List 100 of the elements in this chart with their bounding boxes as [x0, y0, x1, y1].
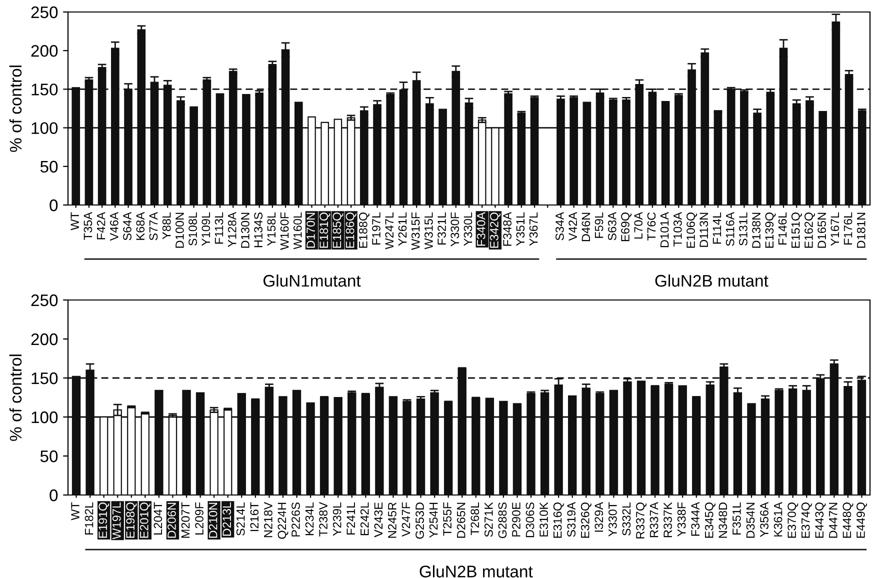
x-tick-label: F351L	[732, 502, 741, 534]
x-tick-label: WT	[70, 212, 79, 230]
x-tick-label: T255F	[443, 502, 452, 536]
y-tick-label: 200	[31, 45, 58, 57]
y-tick-label: 50	[40, 450, 58, 462]
x-tick-label: E345Q	[704, 502, 716, 538]
x-tick-label: G288S	[498, 502, 507, 538]
x-tick-label: K234L	[305, 502, 314, 536]
x-tick-label: S64A	[123, 212, 132, 240]
x-tick-label: Y367L	[529, 212, 538, 246]
x-tick-label: D113N	[700, 212, 708, 247]
x-tick-label: V247F	[402, 502, 410, 537]
x-tick-label: D100N	[176, 212, 184, 248]
x-tick-label: Y88L	[162, 212, 171, 240]
x-tick-label: R337Q	[636, 502, 647, 538]
x-tick-label: L70A	[634, 212, 643, 239]
x-tick-label: Y167L	[830, 212, 840, 246]
x-tick-label: T238V	[319, 502, 328, 536]
x-tick-label: D447N	[829, 502, 838, 538]
x-tick-label: Y351L	[516, 212, 525, 246]
y-tick-label: 0	[50, 489, 58, 502]
x-tick-label: S271K	[484, 502, 493, 537]
y-axis-title: % of control	[9, 354, 22, 441]
x-tick-label: F176L	[844, 212, 852, 244]
x-tick-label: K361A	[774, 502, 782, 536]
x-tick-label: S116A	[726, 212, 734, 246]
x-tick-label: F340A	[476, 212, 486, 246]
x-tick-label: F321L	[438, 212, 446, 244]
x-tick-label: H134S	[254, 212, 262, 248]
x-tick-label: S108L	[188, 212, 197, 246]
x-tick-label: Y338F	[677, 502, 686, 536]
x-tick-label: Y109L	[202, 212, 210, 246]
y-tick-label: 150	[32, 372, 58, 384]
x-tick-label: E181Q	[320, 212, 330, 248]
x-tick-label: Y356A	[760, 502, 768, 538]
x-tick-label: E186Q	[346, 212, 356, 248]
x-tick-label: N348D	[718, 502, 728, 538]
x-tick-label: E162Q	[804, 212, 815, 248]
x-tick-label: F197L	[372, 212, 380, 244]
x-tick-label: D306S	[526, 502, 534, 538]
x-tick-label: E151Q	[791, 212, 802, 248]
x-tick-label: Q224H	[278, 502, 288, 539]
x-tick-label: E449Q	[856, 502, 868, 538]
x-tick-label: E69Q	[621, 212, 632, 242]
x-tick-label: D46N	[582, 212, 590, 242]
x-tick-label: S319A	[567, 502, 576, 537]
x-tick-label: N245R	[388, 502, 396, 538]
x-tick-label: T76C	[647, 212, 656, 241]
x-tick-label: F114L	[712, 212, 722, 244]
x-tick-label: D210N	[208, 502, 218, 538]
x-tick-label: Y254H	[429, 502, 438, 538]
x-tick-label: M207T	[181, 502, 190, 538]
y-axis-title: % of control	[9, 66, 22, 152]
x-tick-label: F182L	[84, 502, 94, 534]
y-tick-label: 100	[32, 411, 58, 424]
x-tick-label: E191Q	[98, 502, 110, 538]
x-tick-label: V42A	[568, 212, 577, 241]
x-tick-label: P290E	[512, 502, 520, 536]
y-tick-label: 50	[40, 160, 58, 173]
x-tick-label: F348A	[503, 212, 512, 246]
x-tick-label: Y330T	[608, 502, 617, 536]
x-tick-label: S63A	[608, 212, 616, 240]
x-tick-label: S214L	[236, 502, 245, 536]
x-tick-label: E201Q	[140, 502, 150, 538]
x-tick-label: E198Q	[126, 502, 137, 538]
x-tick-label: Y158L	[267, 212, 276, 246]
x-tick-label: T103A	[673, 212, 682, 246]
y-tick-label: 200	[31, 333, 58, 346]
x-tick-label: V46A	[110, 212, 118, 241]
x-tick-label: R337A	[650, 502, 658, 538]
x-tick-label: V243E	[374, 502, 383, 538]
text: GluN1mutant	[263, 274, 361, 287]
x-tick-label: D165N	[818, 212, 826, 248]
x-tick-label: E342Q	[490, 212, 500, 248]
x-tick-label: D130N	[241, 212, 250, 248]
x-tick-label: D354N	[746, 502, 755, 538]
x-tick-label: D206N	[168, 502, 176, 538]
x-tick-label: Y330L	[464, 212, 472, 246]
x-tick-label: W160L	[293, 212, 302, 250]
x-tick-label: E139Q	[765, 212, 776, 248]
x-tick-label: W315L	[424, 212, 433, 250]
x-tick-label: D213L	[222, 502, 232, 536]
x-tick-label: R337K	[664, 502, 672, 538]
x-tick-label: D170N	[306, 212, 315, 248]
x-tick-label: WT	[71, 502, 80, 520]
x-tick-label: D181N	[856, 212, 866, 248]
x-tick-label: Y128A	[228, 212, 236, 248]
x-tick-label: W315F	[411, 212, 420, 250]
x-tick-label: S34A	[556, 212, 564, 240]
x-tick-label: F146L	[778, 212, 787, 244]
x-tick-label: E316Q	[553, 502, 564, 538]
x-tick-label: E106Q	[686, 212, 698, 248]
x-tick-label: W160F	[280, 212, 289, 250]
x-tick-label: E448Q	[842, 502, 854, 538]
x-tick-label: L204T	[154, 502, 162, 534]
y-tick-label: 150	[32, 84, 58, 96]
x-tick-label: Y330F	[450, 212, 460, 246]
x-tick-label: T268L	[470, 502, 480, 536]
x-tick-label: S131L	[739, 212, 748, 246]
y-tick-label: 0	[50, 199, 58, 212]
